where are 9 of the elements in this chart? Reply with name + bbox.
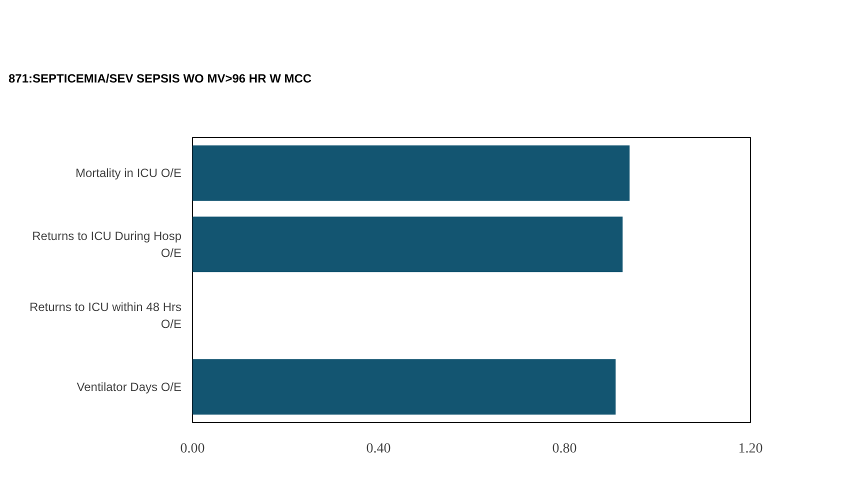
x-tick-label: 1.20 (738, 442, 763, 456)
y-tick-label: Returns to ICU During Hosp O/E (32, 228, 182, 260)
x-tick-label: 0.00 (180, 442, 205, 456)
x-tick-label: 0.80 (552, 442, 577, 456)
chart-title: 871:SEPTICEMIA/SEV SEPSIS WO MV>96 HR W MCC (8, 72, 312, 86)
x-tick-label: 0.40 (366, 442, 391, 456)
y-tick-label: Mortality in ICU O/E (75, 166, 182, 180)
y-tick-label: Ventilator Days O/E (76, 380, 182, 394)
y-tick-label: Returns to ICU within 48 Hrs O/E (29, 300, 182, 332)
